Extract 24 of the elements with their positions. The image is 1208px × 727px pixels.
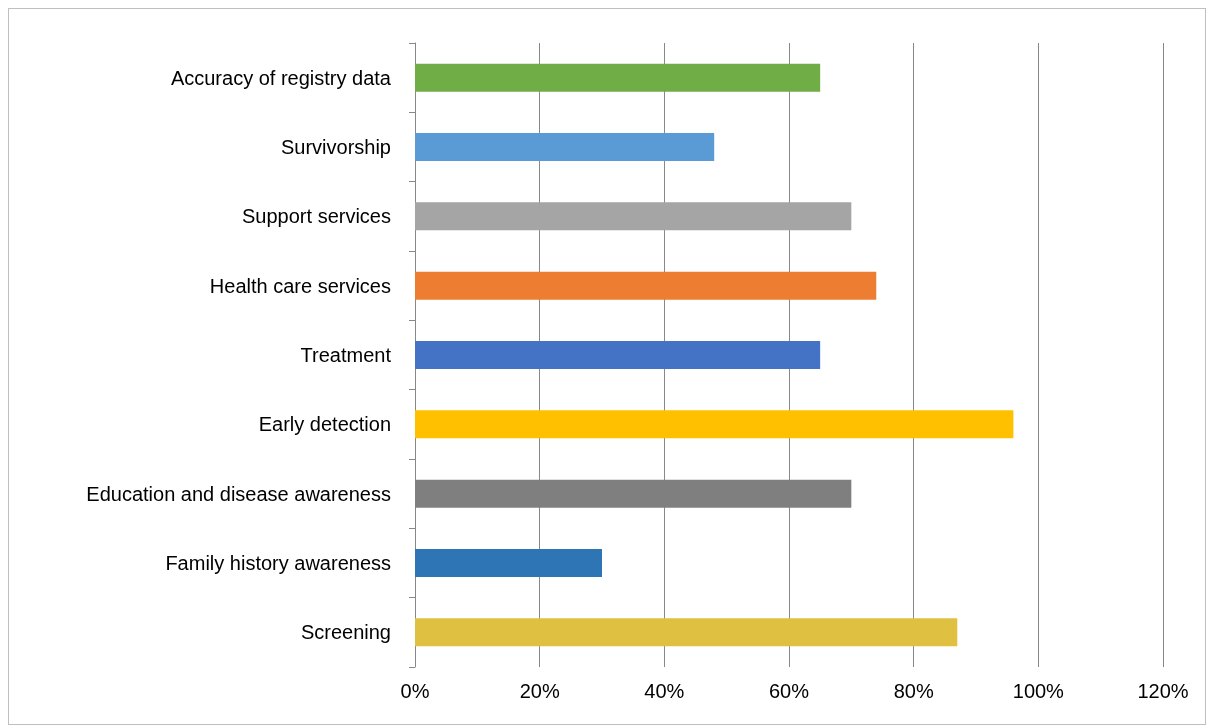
x-tick-label: 120%: [1137, 680, 1189, 702]
bar: [415, 410, 1014, 439]
y-tick-label: Treatment: [300, 344, 392, 366]
y-tick-label: Survivorship: [280, 136, 391, 158]
y-tick-label: Support services: [242, 205, 391, 228]
x-tick-label: 20%: [519, 680, 560, 702]
x-tick-label: 100%: [1012, 680, 1065, 702]
y-tick-label: Family history awareness: [165, 552, 391, 574]
bar: [415, 271, 877, 300]
y-tick-label: Health care services: [209, 274, 391, 297]
bar: [415, 549, 602, 577]
bar: [415, 341, 821, 369]
bar: [415, 63, 821, 92]
x-tick-label: 60%: [768, 680, 810, 702]
x-tick-label: 0%: [400, 680, 430, 702]
y-tick-label: Accuracy of registry data: [170, 66, 392, 89]
y-tick-label: Screening: [300, 621, 391, 644]
bar: [415, 133, 715, 161]
bar: [415, 202, 852, 231]
x-tick-label: 40%: [644, 680, 685, 702]
bar: [415, 618, 958, 647]
y-tick-label: Education and disease awareness: [86, 482, 391, 505]
y-tick-label: Early detection: [258, 413, 391, 436]
x-tick-label: 80%: [893, 680, 934, 702]
